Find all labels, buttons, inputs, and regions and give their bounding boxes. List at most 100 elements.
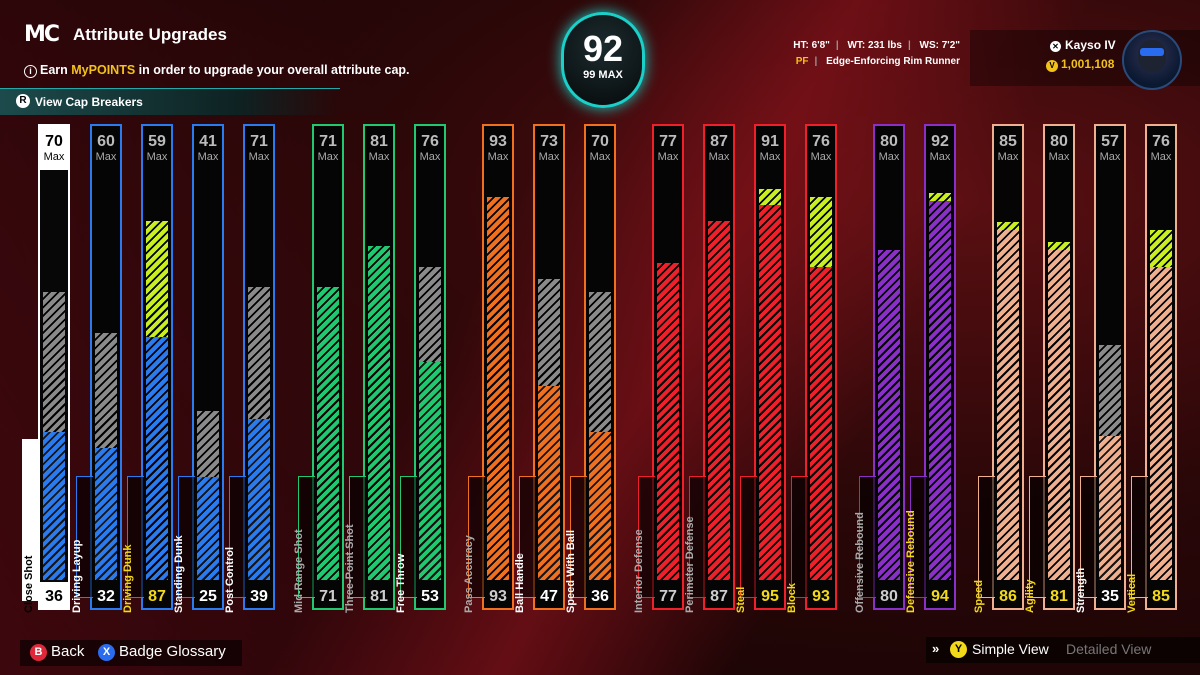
attribute-bar[interactable]: 93 Max 93 Pass Accuracy	[463, 124, 514, 613]
current-value-fill	[419, 361, 441, 580]
current-value-fill	[929, 200, 951, 580]
attribute-max-label: Max	[929, 151, 951, 163]
attribute-bar[interactable]: 87 Max 87 Perimeter Defense	[684, 124, 735, 613]
detailed-view-option[interactable]: Detailed View	[1066, 641, 1152, 657]
attribute-name: Standing Dunk	[173, 535, 185, 613]
bar-track	[1150, 172, 1172, 580]
overall-rating: 92	[582, 28, 624, 69]
bar-track	[589, 172, 611, 580]
attribute-max-label: Max	[1150, 151, 1172, 163]
attribute-cap-value: 73	[540, 133, 558, 150]
attribute-bar[interactable]: 59 Max 87 Driving Dunk	[122, 124, 173, 613]
badge-glossary-button[interactable]: X Badge Glossary	[98, 643, 226, 661]
current-value-fill	[708, 221, 730, 580]
selected-cap-header	[38, 124, 70, 170]
current-value-fill	[43, 431, 65, 580]
attribute-max-label: Max	[759, 151, 781, 163]
attribute-max-label: Max	[810, 151, 832, 163]
bar-track	[487, 172, 509, 580]
attribute-bar[interactable]: 70 Max 36 Speed With Ball	[565, 124, 616, 613]
overall-rating-badge: 92 99 MAX	[561, 12, 645, 108]
xbox-icon: ✕	[1050, 41, 1061, 52]
attribute-bar[interactable]: 92 Max 94 Defensive Rebound	[905, 124, 956, 613]
attribute-cap-value: 92	[931, 133, 949, 150]
upgrade-boost-fill	[997, 221, 1019, 230]
view-cap-breakers-label: View Cap Breakers	[35, 95, 143, 109]
attribute-max-label: Max	[657, 151, 679, 163]
attribute-bar[interactable]: 80 Max 80 Offensive Rebound	[854, 124, 905, 613]
attribute-name: Close Shot	[23, 555, 35, 613]
attribute-bar[interactable]: 81 Max 81 Three-Point Shot	[344, 124, 395, 613]
attribute-name: Interior Defense	[633, 529, 645, 613]
attribute-bar[interactable]: 77 Max 77 Interior Defense	[633, 124, 684, 613]
attribute-name: Post Control	[224, 547, 236, 613]
current-value-fill	[317, 287, 339, 580]
bar-track	[759, 172, 781, 580]
upgrade-boost-fill	[810, 196, 832, 267]
attribute-max-label: Max	[1048, 151, 1070, 163]
view-cap-breakers-button[interactable]: R View Cap Breakers	[0, 88, 340, 115]
attribute-max-label: Max	[419, 151, 441, 163]
attribute-cap-value: 59	[148, 133, 166, 150]
view-toggle[interactable]: » Y Simple View Detailed View	[926, 637, 1200, 663]
attribute-bar[interactable]: 41 Max 25 Standing Dunk	[173, 124, 224, 613]
attribute-bar[interactable]: 76 Max 53 Free Throw	[395, 124, 446, 613]
attribute-cap-value: 81	[370, 133, 388, 150]
attribute-name: Steal	[735, 586, 747, 613]
attribute-current-value: 81	[370, 588, 388, 605]
attribute-current-value: 47	[540, 588, 558, 605]
bar-name-tab	[229, 476, 246, 598]
bar-name-tab	[1131, 476, 1148, 598]
attribute-current-value: 81	[1050, 588, 1068, 605]
bar-track	[810, 172, 832, 580]
player-physicals: HT: 6'8" | WT: 231 lbs | WS: 7'2" PF | Edge…	[793, 40, 960, 67]
bar-track	[1099, 172, 1121, 580]
bar-track	[1048, 172, 1070, 580]
attribute-current-value: 93	[812, 588, 830, 605]
attribute-cap-value: 60	[97, 133, 115, 150]
attribute-bar[interactable]: 91 Max 95 Steal	[735, 124, 786, 613]
attribute-name: Strength	[1075, 567, 1087, 613]
attribute-cap-value: 85	[999, 133, 1017, 150]
bar-track	[997, 172, 1019, 580]
attribute-name: Perimeter Defense	[684, 516, 696, 613]
attribute-bar[interactable]: 60 Max 32 Driving Layup	[71, 124, 122, 613]
bar-name-tab	[468, 476, 485, 598]
current-value-fill	[248, 419, 270, 580]
attribute-current-value: 39	[250, 588, 268, 605]
current-value-fill	[95, 448, 117, 580]
attribute-bar[interactable]: 71 Max 71 Mid-Range Shot	[293, 124, 344, 613]
attribute-cap-value: 70	[45, 133, 63, 150]
attribute-bar[interactable]: 85 Max 86 Speed	[973, 124, 1024, 613]
simple-view-option[interactable]: Simple View	[972, 641, 1049, 657]
attribute-bar[interactable]: 73 Max 47 Ball Handle	[514, 124, 565, 613]
current-value-fill	[1099, 435, 1121, 580]
attribute-max-label: Max	[589, 151, 611, 163]
selected-value-footer	[38, 582, 70, 610]
attribute-current-value: 36	[45, 588, 63, 605]
bar-name-tab	[570, 476, 587, 598]
attribute-bar[interactable]: 71 Max 39 Post Control	[224, 124, 275, 613]
current-value-fill	[487, 196, 509, 580]
current-value-fill	[1150, 266, 1172, 580]
attribute-bar[interactable]: 57 Max 35 Strength	[1075, 124, 1126, 613]
attribute-name: Offensive Rebound	[854, 512, 866, 613]
bar-track	[419, 172, 441, 580]
attribute-bar[interactable]: 70 Max 36 Close Shot	[22, 124, 70, 613]
attribute-bar[interactable]: 76 Max 93 Block	[786, 124, 837, 613]
bar-name-tab	[859, 476, 876, 598]
stick-button-icon: R	[16, 94, 30, 108]
bar-name-tab	[349, 476, 366, 598]
bar-track	[878, 172, 900, 580]
earn-hint: i Earn MyPOINTS in order to upgrade your …	[24, 63, 410, 78]
attribute-cap-value: 76	[1152, 133, 1170, 150]
back-button[interactable]: B Back	[30, 643, 84, 661]
bar-name-tab	[910, 476, 927, 598]
attribute-name: Mid-Range Shot	[293, 529, 305, 613]
attribute-max-label: Max	[538, 151, 560, 163]
attribute-bar[interactable]: 76 Max 85 Vertical	[1126, 124, 1177, 613]
attribute-max-label: Max	[317, 151, 339, 163]
x-button-icon: X	[98, 643, 115, 661]
attribute-bar[interactable]: 80 Max 81 Agility	[1024, 124, 1075, 613]
attribute-current-value: 36	[591, 588, 609, 605]
